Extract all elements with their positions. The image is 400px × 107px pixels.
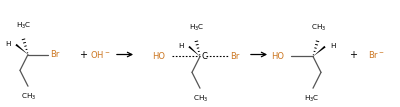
Text: $\mathsf{H_3C}$: $\mathsf{H_3C}$ [189, 22, 205, 33]
Polygon shape [15, 44, 28, 54]
Text: $\mathsf{CH_3}$: $\mathsf{CH_3}$ [311, 22, 327, 33]
Text: $\mathsf{H_3C}$: $\mathsf{H_3C}$ [16, 21, 32, 31]
Text: Br: Br [50, 50, 59, 59]
Text: $\mathsf{CH_3}$: $\mathsf{CH_3}$ [193, 94, 209, 104]
Polygon shape [313, 46, 326, 56]
Text: OH$^-$: OH$^-$ [90, 49, 110, 60]
Text: H: H [178, 43, 184, 49]
Polygon shape [188, 46, 200, 56]
Text: C: C [201, 52, 207, 61]
Text: H: H [6, 41, 11, 47]
Text: HO: HO [271, 52, 284, 61]
Text: $\mathsf{H_3C}$: $\mathsf{H_3C}$ [304, 94, 320, 104]
Text: H: H [330, 43, 336, 49]
Text: +: + [79, 50, 87, 59]
Text: +: + [349, 50, 357, 59]
Text: Br: Br [230, 52, 239, 61]
Text: Br$^-$: Br$^-$ [368, 49, 385, 60]
Text: HO: HO [152, 52, 165, 61]
Text: $\mathsf{CH_3}$: $\mathsf{CH_3}$ [21, 92, 37, 102]
